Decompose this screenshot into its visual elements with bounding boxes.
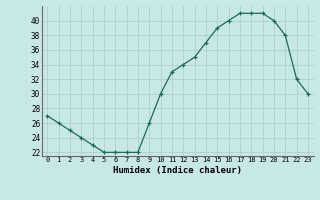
X-axis label: Humidex (Indice chaleur): Humidex (Indice chaleur) bbox=[113, 166, 242, 175]
